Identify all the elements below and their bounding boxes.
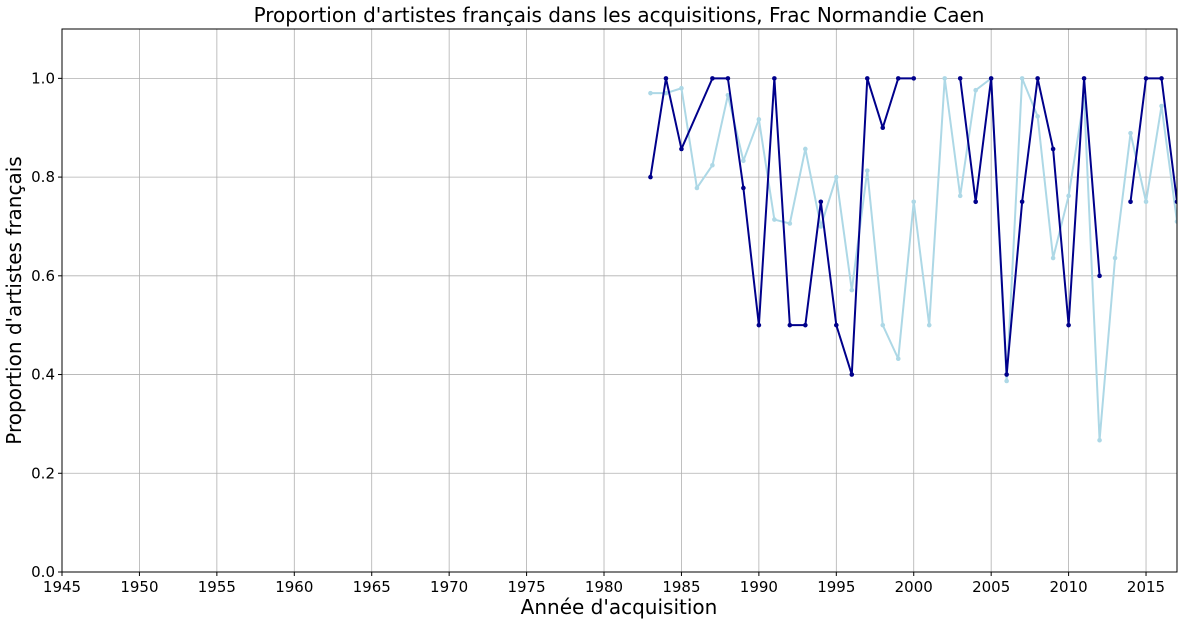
x-tick-label: 1970 [430, 578, 468, 596]
data-point [772, 217, 777, 222]
data-point [710, 76, 715, 81]
data-point [864, 76, 870, 81]
data-point [648, 90, 653, 96]
x-tick-label: 1990 [740, 578, 778, 596]
x-tick-label: 1985 [662, 578, 700, 596]
x-tick-label: 1955 [198, 578, 236, 596]
y-tick-label: 0.0 [31, 563, 55, 581]
data-point [787, 221, 793, 226]
data-point [756, 322, 762, 328]
series-line [1129, 77, 1177, 202]
x-tick-label: 1950 [120, 578, 158, 596]
data-point [926, 322, 932, 328]
data-point [818, 199, 824, 205]
data-point [1035, 76, 1040, 81]
data-point [1019, 199, 1025, 205]
data-point [1050, 255, 1056, 261]
x-axis: 1945 1950 1955 1960 1965 1970 1975 1980 1985 1990… [43, 572, 1165, 596]
data-point [1143, 199, 1149, 205]
grid [61, 29, 1177, 573]
data-point [880, 322, 886, 328]
x-tick-label: 1995 [817, 578, 855, 596]
data-point [756, 117, 762, 122]
data-point [710, 162, 715, 168]
x-tick-label: 1965 [353, 578, 391, 596]
x-tick-label: 1975 [507, 578, 545, 596]
data-point [803, 322, 808, 328]
x-tick-label: 2015 [1127, 578, 1165, 596]
data-point [1004, 378, 1009, 384]
data-point [1004, 372, 1009, 377]
y-axis: 0.0 0.2 0.4 0.6 0.8 1.0 [31, 69, 62, 581]
x-tick-label: 2005 [972, 578, 1010, 596]
data-point [1174, 199, 1177, 205]
y-axis-title: Proportion d'artistes français [2, 156, 26, 444]
y-tick-label: 0.6 [31, 267, 55, 285]
chart-title: Proportion d'artistes français dans les … [254, 3, 985, 27]
data-point [849, 372, 855, 377]
x-tick-label: 1960 [275, 578, 313, 596]
data-point [1112, 255, 1118, 261]
data-point [1174, 219, 1177, 224]
data-point [679, 146, 684, 152]
data-point [988, 76, 994, 81]
data-point [895, 76, 901, 81]
data-point [911, 76, 917, 81]
data-point [973, 87, 978, 93]
data-point [1159, 103, 1164, 109]
data-point [1019, 76, 1025, 81]
data-point [741, 158, 746, 164]
data-point [1128, 199, 1133, 205]
x-axis-title: Année d'acquisition [521, 595, 718, 619]
data-point [942, 76, 948, 81]
data-point [1159, 76, 1164, 81]
data-point [1035, 114, 1040, 119]
data-point [818, 224, 824, 229]
data-point [834, 322, 839, 328]
data-point [1128, 130, 1133, 136]
y-tick-label: 0.2 [31, 464, 55, 482]
series-2 [648, 76, 1177, 377]
y-tick-label: 1.0 [31, 69, 55, 87]
data-point [772, 76, 777, 81]
data-point [973, 199, 978, 205]
data-point [648, 174, 653, 180]
data-point [1066, 322, 1071, 328]
y-tick-label: 0.4 [31, 366, 55, 384]
data-point [1066, 193, 1071, 199]
x-tick-label: 1945 [43, 578, 81, 596]
data-point [880, 125, 886, 131]
y-tick-label: 0.8 [31, 168, 55, 186]
x-tick-label: 2000 [895, 578, 933, 596]
data-point [787, 322, 793, 328]
data-point [694, 185, 700, 191]
data-point [1081, 76, 1087, 81]
data-point [849, 287, 855, 293]
data-point [741, 185, 746, 191]
data-point [663, 76, 669, 81]
data-point [864, 168, 870, 173]
data-point [895, 356, 901, 362]
plot-frame [61, 28, 1178, 573]
data-point [834, 174, 839, 180]
data-point [1050, 146, 1056, 152]
series-line [959, 77, 1101, 376]
x-tick-label: 2010 [1050, 578, 1088, 596]
data-point [679, 85, 684, 91]
series-layer [648, 76, 1177, 443]
data-point [911, 199, 917, 205]
data-point [1097, 273, 1102, 279]
x-tick-label: 1980 [585, 578, 623, 596]
data-point [725, 92, 731, 98]
data-point [725, 76, 731, 81]
data-point [803, 146, 808, 152]
data-point [1097, 437, 1102, 443]
data-point [957, 193, 963, 199]
data-point [1143, 76, 1149, 81]
data-point [957, 76, 963, 81]
